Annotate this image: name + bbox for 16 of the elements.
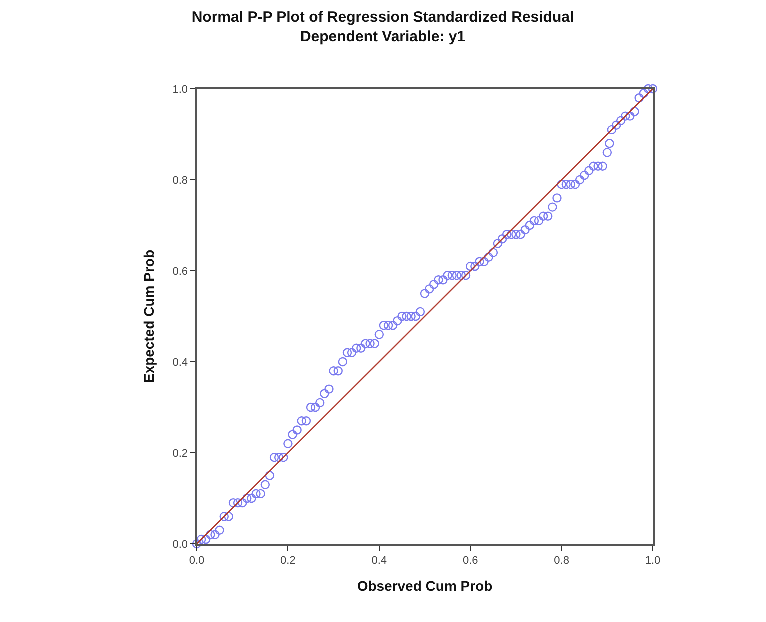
x-tick-label: 1.0 — [645, 554, 661, 567]
y-tick-label: 0.4 — [172, 356, 188, 369]
chart-title: Normal P-P Plot of Regression Standardized Residual — [192, 8, 574, 26]
y-tick-label: 0.0 — [172, 538, 188, 551]
x-tick-label: 0.0 — [189, 554, 205, 567]
y-tick-label: 0.6 — [172, 266, 188, 278]
chart-subtitle: Dependent Variable: y1 — [300, 28, 466, 46]
x-tick-label: 0.4 — [372, 554, 388, 567]
y-axis-title: Expected Cum Prob — [140, 250, 157, 384]
y-tick-label: 1.0 — [172, 84, 188, 96]
x-tick-label: 0.2 — [280, 554, 296, 567]
x-tick-label: 0.6 — [462, 554, 478, 567]
x-axis-title: Observed Cum Prob — [357, 578, 493, 594]
y-tick-label: 0.2 — [172, 448, 188, 460]
x-tick-label: 0.8 — [554, 554, 570, 567]
y-tick-label: 0.8 — [172, 174, 188, 187]
